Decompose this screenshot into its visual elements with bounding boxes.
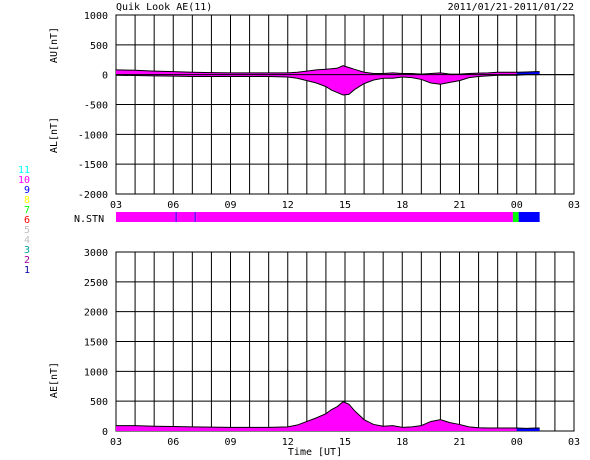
au-line [115, 65, 540, 75]
p1-y-tick-label: -1000 [78, 130, 108, 141]
p2-x-tick-label: 21 [453, 437, 465, 448]
p2-y-tick-label: 2500 [84, 278, 108, 289]
station-legend-entry: 9 [24, 185, 30, 196]
p2-x-tick-label: 18 [396, 437, 408, 448]
p2-y-tick-label: 1000 [84, 367, 108, 378]
p2-x-tick-label: 12 [282, 437, 294, 448]
p1-x-tick-label: 18 [396, 200, 408, 211]
p1-x-tick-label: 03 [568, 200, 580, 211]
p1-y-tick-label: 1000 [84, 11, 108, 22]
p1-y-tick-label: -1500 [78, 160, 108, 171]
p2-x-tick-label: 00 [511, 437, 523, 448]
station-bar-segment [518, 212, 540, 222]
al-area [116, 74, 517, 95]
p1-x-tick-label: 15 [339, 200, 351, 211]
date-range: 2011/01/21-2011/01/22 [448, 2, 574, 13]
station-legend-entry: 6 [24, 215, 30, 226]
station-legend-entry: 7 [24, 205, 30, 216]
station-bar-segment [196, 212, 513, 222]
station-count-bar [116, 212, 540, 222]
station-legend-entry: 3 [24, 245, 30, 256]
al-axis-label: AL[nT] [49, 117, 60, 153]
x-axis-label: Time [UT] [288, 447, 342, 458]
p1-y-tick-label: -500 [84, 101, 108, 112]
p2-x-tick-label: 06 [167, 437, 179, 448]
p2-y-tick-label: 2000 [84, 308, 108, 319]
p2-x-tick-label: 09 [224, 437, 236, 448]
station-legend-entry: 2 [24, 255, 30, 266]
p2-y-tick-label: 3000 [84, 248, 108, 259]
station-bar-segment [175, 212, 178, 222]
station-bar-segment [512, 212, 519, 222]
p1-frame [115, 14, 575, 195]
p1-y-tick-label: -2000 [78, 190, 108, 201]
p1-x-tick-label: 09 [224, 200, 236, 211]
station-legend-entry: 5 [24, 225, 30, 236]
station-legend-entry: 8 [24, 195, 30, 206]
station-legend-entry: 1 [24, 265, 30, 276]
p1-x-tick-label: 21 [453, 200, 465, 211]
station-legend-entry: 10 [18, 175, 30, 186]
station-bar-segment [194, 212, 197, 222]
p2-y-tick-label: 500 [90, 397, 108, 408]
station-bar-label: N.STN [74, 214, 104, 225]
p2-x-tick-label: 03 [568, 437, 580, 448]
p1-x-tick-label: 12 [282, 200, 294, 211]
p1-x-tick-label: 06 [167, 200, 179, 211]
p2-x-tick-label: 15 [339, 437, 351, 448]
p1-y-tick-label: 0 [102, 71, 108, 82]
ae-area-late [516, 428, 540, 431]
p2-y-tick-label: 0 [102, 427, 108, 438]
ae-axis-label: AE[nT] [49, 362, 60, 398]
al-line [115, 74, 540, 96]
ae-line [116, 401, 540, 429]
au-axis-label: AU[nT] [49, 27, 60, 63]
station-bar-segment [177, 212, 195, 222]
p1-y-tick-label: 500 [90, 41, 108, 52]
p1-x-tick-label: 00 [511, 200, 523, 211]
p2-y-tick-label: 1500 [84, 338, 108, 349]
chart-title: Quik Look AE(11) [116, 2, 212, 13]
station-bar-segment [116, 212, 176, 222]
p2-x-tick-label: 03 [110, 437, 122, 448]
p1-x-tick-label: 03 [110, 200, 122, 211]
ae-area [116, 401, 517, 431]
station-legend-entry: 4 [24, 235, 30, 246]
station-legend-entry: 11 [18, 165, 30, 176]
